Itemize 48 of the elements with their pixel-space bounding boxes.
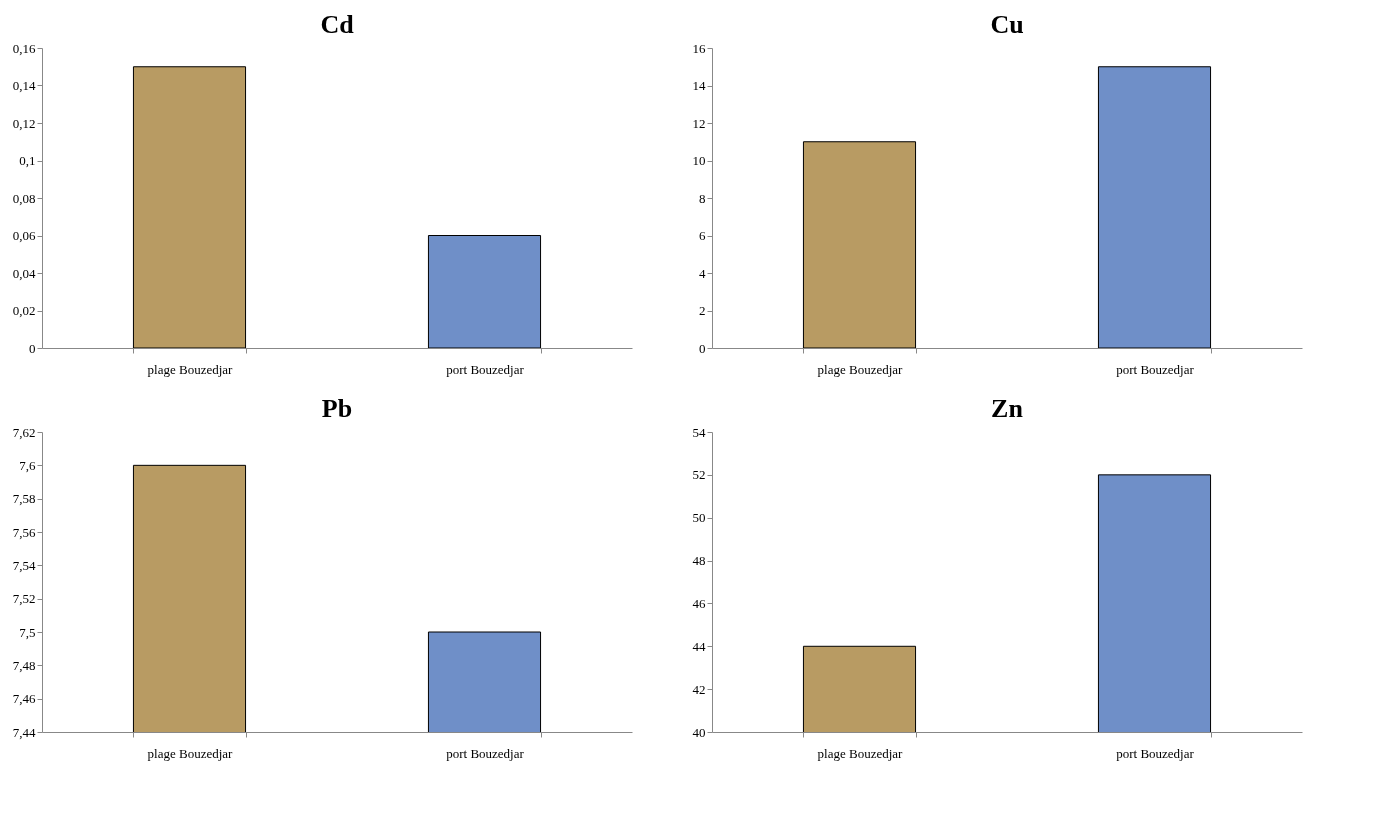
y-tick-label: 2 — [699, 303, 706, 318]
x-tick-label: plage Bouzedjar — [817, 361, 904, 377]
y-tick-label: 0,04 — [12, 265, 36, 281]
chart-title: Zn — [991, 394, 1024, 423]
chart-title: Pb — [321, 394, 353, 423]
y-tick-label: 0,16 — [12, 40, 36, 56]
y-tick-label: 0,14 — [12, 78, 36, 93]
y-tick-label: 7,54 — [12, 557, 36, 573]
y-tick-label: 6 — [699, 228, 706, 243]
y-tick-label: 7,44 — [12, 724, 36, 740]
x-tick-label: port Bouzedjar — [1116, 361, 1195, 377]
y-tick-label: 40 — [692, 724, 706, 740]
y-tick-label: 0,02 — [12, 303, 36, 318]
y-tick-label: 46 — [692, 595, 706, 611]
y-tick-label: 42 — [692, 681, 706, 697]
y-tick-label: 7,52 — [12, 591, 36, 607]
y-tick-label: 12 — [692, 115, 706, 131]
y-tick-label: 0,08 — [12, 190, 36, 206]
y-tick-label: 44 — [692, 638, 706, 654]
y-tick-label: 0 — [699, 340, 706, 356]
y-tick-label: 4 — [699, 265, 706, 281]
y-tick-label: 16 — [692, 40, 706, 56]
y-tick-label: 7,58 — [12, 491, 36, 507]
x-tick-label: port Bouzedjar — [446, 361, 525, 377]
y-tick-label: 0,12 — [12, 115, 36, 131]
y-tick-label: 0 — [29, 340, 36, 356]
y-tick-label: 52 — [692, 467, 706, 483]
x-tick-label: port Bouzedjar — [1116, 745, 1195, 761]
y-tick-label: 7,46 — [12, 691, 36, 707]
y-tick-label: 0,1 — [19, 153, 36, 168]
chart-title: Cd — [320, 10, 355, 39]
y-tick-label: 0,06 — [12, 228, 36, 243]
y-tick-label: 7,5 — [19, 624, 36, 640]
y-tick-label: 48 — [692, 553, 706, 569]
x-tick-label: plage Bouzedjar — [147, 361, 234, 377]
y-tick-label: 7,48 — [12, 657, 36, 673]
x-tick-label: plage Bouzedjar — [817, 745, 904, 761]
y-tick-label: 10 — [692, 153, 706, 168]
y-tick-label: 8 — [699, 190, 706, 206]
y-tick-label: 7,56 — [12, 524, 36, 540]
x-tick-label: plage Bouzedjar — [147, 745, 234, 761]
chart-title: Cu — [990, 10, 1024, 39]
y-tick-label: 54 — [692, 424, 706, 440]
x-tick-label: port Bouzedjar — [446, 745, 525, 761]
y-tick-label: 14 — [692, 78, 706, 93]
y-tick-label: 7,62 — [12, 424, 36, 440]
y-tick-label: 50 — [692, 510, 706, 526]
y-tick-label: 7,6 — [19, 457, 36, 473]
